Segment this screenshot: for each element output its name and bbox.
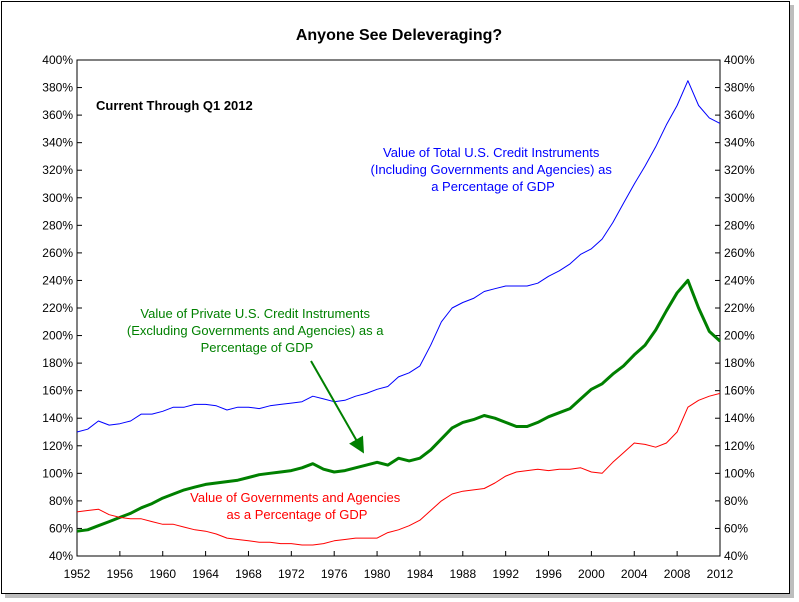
chart-title: Anyone See Deleveraging?	[296, 27, 502, 44]
y-tick-label: 60%	[724, 521, 748, 535]
y-tick-label: 280%	[42, 218, 73, 232]
y-tick-label: 120%	[42, 439, 73, 453]
y-tick-label: 380%	[724, 81, 755, 95]
plot-area	[76, 59, 721, 557]
y-axis-left: 40% 60% 80% 100% 120% 140% 160% 180% 200% 220% 240…	[42, 53, 82, 563]
y-tick-label: 320%	[724, 163, 755, 177]
x-tick-label: 1956	[107, 567, 134, 581]
x-tick-label: 2004	[621, 567, 648, 581]
x-tick-label: 1984	[407, 567, 434, 581]
y-tick-label: 100%	[42, 466, 73, 480]
x-tick-label: 1964	[192, 567, 219, 581]
y-tick-label: 260%	[724, 246, 755, 260]
govt-annotation-line: Value of Governments and Agencies	[190, 490, 401, 505]
x-tick-label: 2008	[664, 567, 691, 581]
x-axis: 1952 1956 1960 1964 1968 1972 1976 1980 1984 1988…	[64, 551, 734, 581]
x-tick-label: 1968	[235, 567, 262, 581]
private-annotation: Value of Private U.S. Credit Instruments…	[127, 306, 387, 355]
total-annotation-line: (Including Governments and Agencies) as	[371, 162, 613, 177]
annotation-arrow	[310, 360, 364, 454]
y-tick-label: 160%	[724, 384, 755, 398]
private-credit-line	[76, 278, 722, 533]
y-tick-label: 260%	[42, 246, 73, 260]
govt-annotation: Value of Governments and Agencies as a P…	[190, 490, 404, 522]
total-annotation-line: Value of Total U.S. Credit Instruments	[383, 145, 600, 160]
govt-annotation-line: as a Percentage of GDP	[227, 507, 368, 522]
private-annotation-line: Percentage of GDP	[201, 340, 314, 355]
y-tick-label: 240%	[724, 273, 755, 287]
x-tick-label: 1996	[535, 567, 562, 581]
y-tick-label: 340%	[42, 136, 73, 150]
x-tick-label: 1952	[64, 567, 91, 581]
y-tick-label: 120%	[724, 439, 755, 453]
x-tick-label: 2012	[707, 567, 734, 581]
y-tick-label: 360%	[724, 108, 755, 122]
y-tick-label: 180%	[724, 356, 755, 370]
y-tick-label: 40%	[724, 549, 748, 563]
y-tick-label: 300%	[42, 191, 73, 205]
y-tick-label: 220%	[724, 301, 755, 315]
y-tick-label: 160%	[42, 384, 73, 398]
y-tick-label: 140%	[724, 411, 755, 425]
y-tick-label: 80%	[49, 494, 73, 508]
total-credit-line	[76, 80, 721, 433]
y-tick-label: 40%	[49, 549, 73, 563]
y-tick-label: 200%	[724, 329, 755, 343]
y-tick-label: 180%	[42, 356, 73, 370]
x-tick-label: 1976	[321, 567, 348, 581]
y-tick-label: 300%	[724, 191, 755, 205]
x-tick-label: 1960	[149, 567, 176, 581]
y-tick-label: 220%	[42, 301, 73, 315]
y-tick-label: 320%	[42, 163, 73, 177]
series-layer	[76, 80, 722, 546]
govt-credit-line	[76, 392, 721, 546]
chart-subtitle: Current Through Q1 2012	[96, 98, 253, 113]
y-tick-label: 200%	[42, 329, 73, 343]
total-annotation: Value of Total U.S. Credit Instruments (…	[371, 145, 616, 194]
y-tick-label: 100%	[724, 466, 755, 480]
y-tick-label: 240%	[42, 273, 73, 287]
y-axis-right: 40% 60% 80% 100% 120% 140% 160% 180% 200% 220% 240…	[715, 53, 755, 563]
x-tick-label: 1972	[278, 567, 305, 581]
y-tick-label: 140%	[42, 411, 73, 425]
y-tick-label: 340%	[724, 136, 755, 150]
x-tick-label: 1992	[492, 567, 519, 581]
y-tick-label: 400%	[724, 53, 755, 67]
total-annotation-line: a Percentage of GDP	[431, 179, 555, 194]
y-tick-label: 80%	[724, 494, 748, 508]
y-tick-label: 360%	[42, 108, 73, 122]
y-tick-label: 280%	[724, 218, 755, 232]
x-tick-label: 2000	[578, 567, 605, 581]
x-tick-label: 1980	[364, 567, 391, 581]
y-tick-label: 60%	[49, 521, 73, 535]
private-annotation-line: (Excluding Governments and Agencies) as …	[127, 323, 384, 338]
private-annotation-line: Value of Private U.S. Credit Instruments	[140, 306, 370, 321]
x-tick-label: 1988	[449, 567, 476, 581]
y-tick-label: 380%	[42, 81, 73, 95]
y-tick-label: 400%	[42, 53, 73, 67]
